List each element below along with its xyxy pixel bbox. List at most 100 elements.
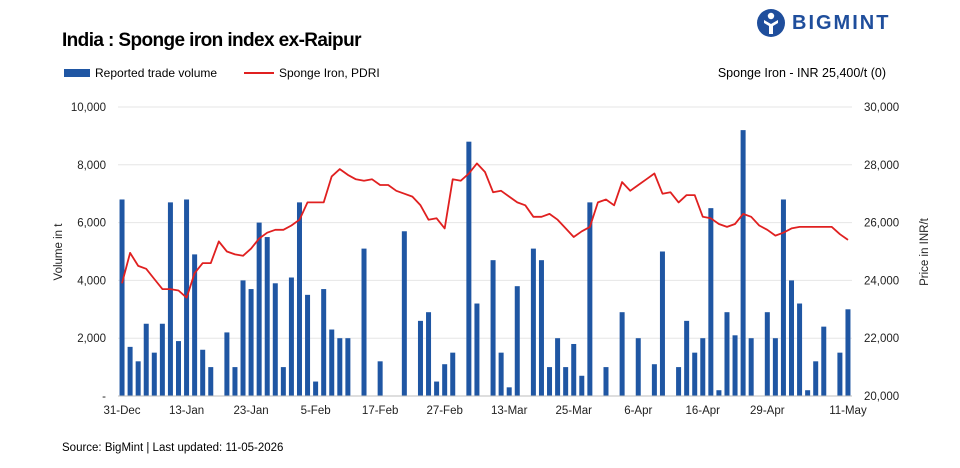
volume-bar bbox=[442, 364, 448, 396]
volume-bar bbox=[740, 130, 746, 396]
x-tick-label: 11-May bbox=[829, 405, 867, 417]
volume-bar bbox=[434, 381, 440, 396]
volume-bar bbox=[280, 367, 286, 396]
y-axis-left: - 2,000 4,000 6,000 8,000 10,000 bbox=[71, 102, 106, 403]
y-right-tick-label: 24,000 bbox=[864, 275, 899, 287]
bigmint-logo: BIGMINT bbox=[756, 8, 890, 38]
volume-bar bbox=[248, 289, 254, 396]
volume-bar bbox=[700, 338, 706, 396]
volume-bar bbox=[821, 326, 827, 396]
volume-bar bbox=[232, 367, 238, 396]
volume-bar bbox=[345, 338, 351, 396]
volume-bar bbox=[256, 222, 262, 396]
x-axis: 31-Dec 13-Jan 23-Jan 5-Feb 17-Feb 27-Feb 13-Ma… bbox=[103, 395, 867, 417]
volume-bar bbox=[498, 352, 504, 396]
source-note: Source: BigMint | Last updated: 11-05-20… bbox=[62, 442, 284, 454]
volume-bar bbox=[264, 237, 270, 396]
volume-bar bbox=[651, 364, 657, 396]
y-axis-right-title: Price in INR/t bbox=[919, 217, 931, 286]
volume-bar bbox=[764, 312, 770, 396]
volume-bar bbox=[466, 141, 472, 396]
volume-bar bbox=[587, 202, 593, 396]
y-left-tick-label: 6,000 bbox=[77, 218, 106, 230]
y-left-tick-label: - bbox=[102, 391, 106, 403]
volume-bar bbox=[563, 367, 569, 396]
logo-text: BIGMINT bbox=[792, 11, 891, 34]
volume-bar bbox=[571, 343, 577, 396]
volume-bars bbox=[119, 130, 851, 396]
volume-bar bbox=[313, 381, 319, 396]
x-tick-label: 13-Jan bbox=[169, 405, 204, 417]
price-line bbox=[121, 162, 849, 299]
volume-bar bbox=[724, 312, 730, 396]
volume-bar bbox=[692, 352, 698, 396]
x-tick-label: 6-Apr bbox=[624, 405, 652, 417]
volume-bar bbox=[329, 329, 335, 396]
volume-bar bbox=[797, 303, 803, 396]
volume-bar bbox=[167, 202, 173, 396]
volume-bar bbox=[321, 289, 327, 396]
volume-bar bbox=[555, 338, 561, 396]
volume-bar bbox=[813, 361, 819, 396]
logo-person-icon bbox=[757, 9, 785, 37]
volume-bar bbox=[272, 283, 278, 396]
volume-bar bbox=[845, 309, 851, 396]
volume-bar bbox=[208, 367, 214, 396]
x-tick-label: 13-Mar bbox=[491, 405, 528, 417]
x-tick-label: 29-Apr bbox=[750, 405, 785, 417]
volume-bar bbox=[119, 199, 125, 396]
volume-bar bbox=[143, 323, 149, 396]
volume-bar bbox=[474, 303, 480, 396]
legend-label-price: Sponge Iron, PDRI bbox=[279, 66, 380, 80]
volume-bar bbox=[530, 248, 536, 396]
volume-bar bbox=[401, 231, 407, 396]
volume-bar bbox=[192, 254, 198, 396]
volume-bar bbox=[361, 248, 367, 396]
volume-bar bbox=[305, 294, 311, 396]
volume-bar bbox=[159, 323, 165, 396]
volume-bar bbox=[676, 367, 682, 396]
x-tick-label: 31-Dec bbox=[103, 405, 140, 417]
volume-bar bbox=[240, 280, 246, 396]
legend-line-swatch bbox=[244, 72, 274, 74]
volume-bar bbox=[377, 361, 383, 396]
volume-bar bbox=[772, 338, 778, 396]
gridlines bbox=[118, 106, 852, 339]
volume-bar bbox=[151, 352, 157, 396]
volume-bar bbox=[708, 208, 714, 396]
volume-bar bbox=[127, 346, 133, 396]
legend-item-price: Sponge Iron, PDRI bbox=[244, 66, 380, 80]
volume-bar bbox=[506, 387, 512, 396]
volume-bar bbox=[490, 260, 496, 396]
volume-bar bbox=[538, 260, 544, 396]
volume-bar bbox=[789, 280, 795, 396]
volume-bar bbox=[200, 349, 206, 396]
y-left-tick-label: 10,000 bbox=[71, 102, 106, 114]
volume-bar bbox=[619, 312, 625, 396]
volume-bar bbox=[805, 390, 811, 396]
volume-bar bbox=[579, 375, 585, 396]
y-right-tick-label: 30,000 bbox=[864, 102, 899, 114]
x-tick-label: 5-Feb bbox=[301, 405, 331, 417]
x-tick-label: 25-Mar bbox=[556, 405, 593, 417]
y-axis-left-title: Volume in t bbox=[53, 223, 65, 281]
volume-bar bbox=[337, 338, 343, 396]
volume-bar bbox=[514, 286, 520, 396]
volume-bar bbox=[837, 352, 843, 396]
volume-bar bbox=[426, 312, 432, 396]
volume-bar bbox=[135, 361, 141, 396]
volume-bar bbox=[296, 202, 302, 396]
volume-bar bbox=[732, 335, 738, 396]
legend-item-volume: Reported trade volume bbox=[64, 66, 217, 80]
volume-bar bbox=[716, 390, 722, 396]
volume-bar bbox=[780, 199, 786, 396]
legend-bar-swatch bbox=[64, 69, 90, 77]
volume-bar bbox=[659, 251, 665, 396]
volume-bar bbox=[175, 341, 181, 396]
y-right-tick-label: 22,000 bbox=[864, 333, 899, 345]
volume-bar bbox=[603, 367, 609, 396]
x-tick-label: 17-Feb bbox=[362, 405, 398, 417]
volume-bar bbox=[684, 320, 690, 396]
x-tick-label: 23-Jan bbox=[234, 405, 269, 417]
